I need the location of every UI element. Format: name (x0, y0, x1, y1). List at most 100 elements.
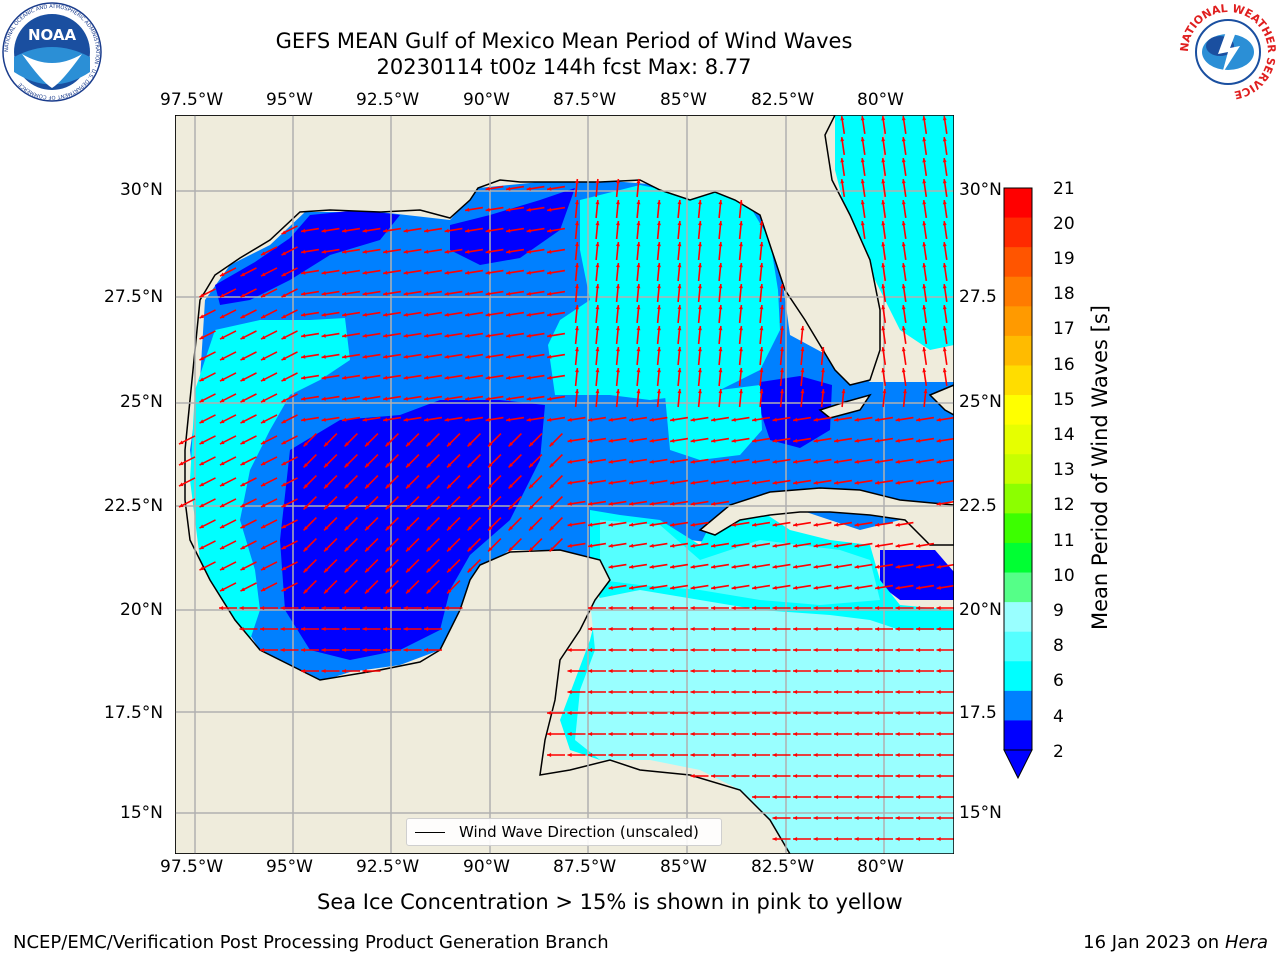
wave-arrow-head (424, 648, 429, 652)
wave-arrow-head (240, 440, 245, 445)
wave-arrow-head (690, 480, 695, 485)
wave-arrow-head (875, 732, 880, 736)
wave-arrow-head (344, 505, 349, 510)
wave-arrow-head (780, 305, 784, 310)
wave-arrow-head (220, 566, 225, 571)
wave-arrow-head (752, 522, 757, 527)
wave-arrow-head (881, 116, 886, 121)
wave-arrow-head (834, 543, 839, 548)
wave-arrow-head (240, 461, 245, 466)
wave-arrow-head (840, 116, 845, 121)
wave-arrow-head (834, 732, 839, 736)
wave-arrow-head (403, 291, 408, 296)
wave-arrow-head (813, 669, 818, 673)
wave-arrow-head (567, 753, 572, 757)
wave-arrow-head (840, 179, 845, 184)
wave-arrow-head (321, 648, 326, 652)
wave-arrow-head (406, 589, 411, 594)
wave-arrow-head (362, 606, 367, 610)
wave-arrow-head (488, 526, 493, 531)
wave-arrow-head (752, 732, 757, 736)
wave-arrow-head (670, 753, 675, 757)
wave-arrow-head (261, 398, 266, 403)
wave-arrow-head (772, 732, 777, 736)
wave-arrow-head (690, 774, 695, 778)
wave-arrow-head (508, 484, 513, 489)
wave-arrow-head (608, 564, 613, 569)
wave-arrow-head (301, 396, 306, 401)
wave-arrow-head (813, 627, 818, 631)
wave-arrow-head (657, 389, 661, 394)
wave-arrow-head (759, 326, 764, 331)
wave-arrow-head (834, 480, 839, 485)
wave-arrow-head (261, 587, 266, 592)
wave-arrow-head (444, 312, 449, 317)
wave-arrow-head (616, 326, 620, 331)
wave-arrow-head (657, 221, 661, 226)
wave-arrow-head (301, 291, 306, 296)
wave-arrow-head (506, 354, 511, 359)
wave-arrow-head (465, 270, 470, 275)
wave-arrow-head (362, 375, 367, 380)
wave-arrow-head (854, 606, 859, 610)
wave-arrow-head (567, 690, 572, 694)
wave-arrow-head (711, 564, 716, 569)
wave-arrow-head (881, 221, 886, 226)
wave-arrow-head (942, 347, 947, 352)
wave-arrow-head (901, 179, 906, 184)
wave-arrow-head (875, 774, 880, 778)
wave-arrow-head (731, 732, 736, 736)
wave-arrow-head (239, 627, 244, 631)
wave-arrow-head (916, 732, 921, 736)
wave-arrow-head (324, 442, 329, 447)
wave-arrow-head (649, 711, 654, 715)
wave-arrow-head (731, 606, 736, 610)
wave-arrow-head (922, 200, 927, 205)
wave-arrow-head (752, 459, 757, 464)
wave-arrow-head (942, 326, 947, 331)
wave-arrow-head (690, 648, 695, 652)
wave-arrow-head (426, 463, 431, 468)
wave-arrow-head (834, 774, 839, 778)
wave-arrow-head (936, 627, 941, 631)
wave-arrow-head (636, 263, 641, 268)
wave-arrow-head (903, 389, 907, 394)
wave-arrow-head (772, 753, 777, 757)
map-legend: Wind Wave Direction (unscaled) (406, 818, 722, 846)
colorbar-tick: 6 (1053, 671, 1064, 691)
wave-arrow-head (636, 200, 641, 205)
colorbar-tick: 11 (1053, 531, 1075, 551)
lon-label: 82.5°W (751, 857, 815, 877)
wave-arrow-head (690, 669, 695, 673)
wave-arrow-head (567, 438, 572, 443)
wave-arrow-head (199, 482, 204, 487)
wave-arrow-head (526, 270, 531, 275)
wave-arrow-head (575, 389, 579, 394)
wave-arrow-head (506, 249, 511, 254)
wave-arrow-head (698, 305, 702, 310)
wave-arrow-head (324, 568, 329, 573)
wave-arrow-head (834, 816, 839, 820)
wave-arrow-head (936, 690, 941, 694)
wave-arrow-head (199, 545, 204, 550)
lon-label: 87.5°W (553, 90, 617, 110)
wave-arrow-head (616, 200, 620, 205)
wave-arrow-head (281, 272, 286, 277)
wave-arrow-head (424, 249, 429, 254)
wave-arrow-head (526, 291, 531, 296)
wave-arrow-head (670, 732, 675, 736)
wave-arrow-head (731, 417, 736, 422)
wave-arrow-head (529, 463, 534, 468)
wave-arrow-head (426, 568, 431, 573)
wave-arrow-head (936, 753, 941, 757)
wave-arrow-head (383, 396, 388, 401)
wave-arrow-head (731, 753, 736, 757)
wave-arrow-head (841, 389, 846, 394)
wave-arrow-head (677, 284, 682, 289)
wave-arrow-head (608, 690, 613, 694)
wave-arrow-head (383, 228, 388, 233)
wave-arrow-head (649, 690, 654, 694)
wave-arrow-head (759, 284, 764, 289)
wave-arrow-head (690, 543, 695, 548)
lat-label: 30°N (120, 180, 163, 200)
